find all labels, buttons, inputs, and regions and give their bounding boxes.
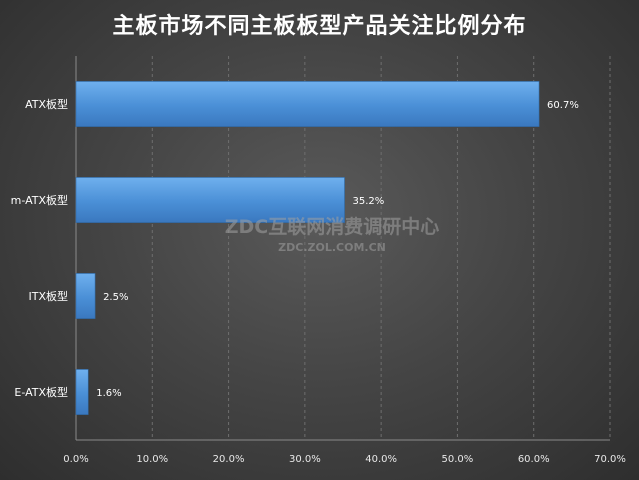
y-category-label: ITX板型 <box>29 289 69 303</box>
y-category-label: ATX板型 <box>25 97 68 111</box>
y-category-label: E-ATX板型 <box>14 385 68 399</box>
y-category-label: m-ATX板型 <box>11 193 68 207</box>
x-tick-label: 30.0% <box>289 454 321 465</box>
bar-data-label: 60.7% <box>547 100 579 111</box>
bar-data-label: 35.2% <box>353 196 385 207</box>
watermark-line1: ZDC互联网消费调研中心 <box>224 216 440 238</box>
x-tick-label: 0.0% <box>63 454 88 465</box>
watermark-line2: ZDC.ZOL.COM.CN <box>278 241 386 254</box>
bar <box>75 177 345 223</box>
bar <box>75 369 89 415</box>
chart-title: 主板市场不同主板板型产品关注比例分布 <box>112 14 527 39</box>
bar <box>75 273 96 319</box>
x-tick-label: 10.0% <box>136 454 168 465</box>
watermark: ZDC互联网消费调研中心 ZDC.ZOL.COM.CN <box>212 212 452 254</box>
x-tick-label: 50.0% <box>442 454 474 465</box>
x-tick-label: 60.0% <box>518 454 550 465</box>
x-tick-label: 40.0% <box>365 454 397 465</box>
x-tick-label: 20.0% <box>213 454 245 465</box>
x-tick-label: 70.0% <box>594 454 626 465</box>
bar-data-label: 2.5% <box>103 292 128 303</box>
bar <box>75 81 540 127</box>
bar-data-label: 1.6% <box>96 388 121 399</box>
